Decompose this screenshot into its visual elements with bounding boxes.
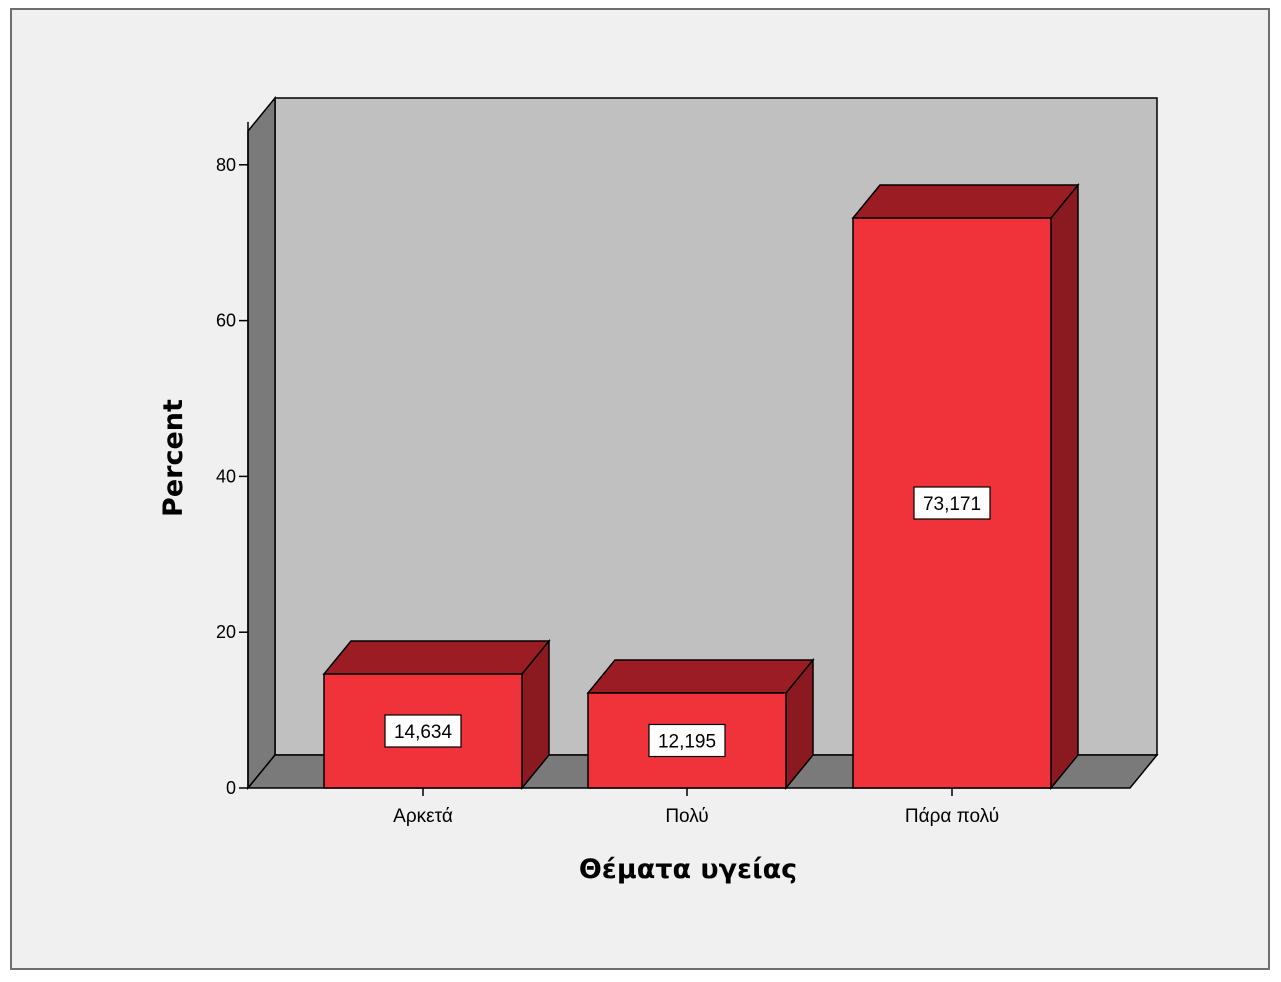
data-label: 12,195 — [658, 732, 716, 753]
data-label-box — [384, 714, 462, 748]
y-axis-title: Percent — [158, 399, 189, 517]
bar-top — [322, 640, 551, 675]
x-axis-title: Θέματα υγείας — [579, 854, 797, 885]
bar: 73,171 — [851, 182, 1080, 791]
y-tick-label: 60 — [216, 311, 236, 331]
x-tick-label: Πάρα πολύ — [905, 806, 999, 827]
bar-side — [1050, 182, 1079, 791]
x-tick-label: Αρκετά — [393, 806, 453, 827]
data-label: 73,171 — [923, 494, 981, 515]
y-tick-label: 20 — [216, 622, 236, 642]
data-label: 14,634 — [394, 722, 453, 743]
y-tick-label: 40 — [216, 466, 236, 486]
bar: 12,195 — [586, 657, 815, 791]
bar: 14,634 — [322, 638, 551, 791]
y-tick-label: 80 — [216, 155, 236, 175]
bars: 14,634 12,195 73,171 — [322, 182, 1080, 791]
x-axis: Αρκετά Πολύ Πάρα πολύ — [393, 788, 999, 827]
y-axis: 0 20 40 60 80 — [216, 121, 249, 798]
data-label-box — [648, 723, 726, 758]
bar-top — [851, 184, 1080, 219]
bar-top — [586, 659, 815, 694]
data-label-box — [913, 486, 991, 520]
y-tick-label: 0 — [226, 778, 236, 798]
side-wall — [247, 95, 276, 791]
x-tick-label: Πολύ — [665, 806, 708, 827]
